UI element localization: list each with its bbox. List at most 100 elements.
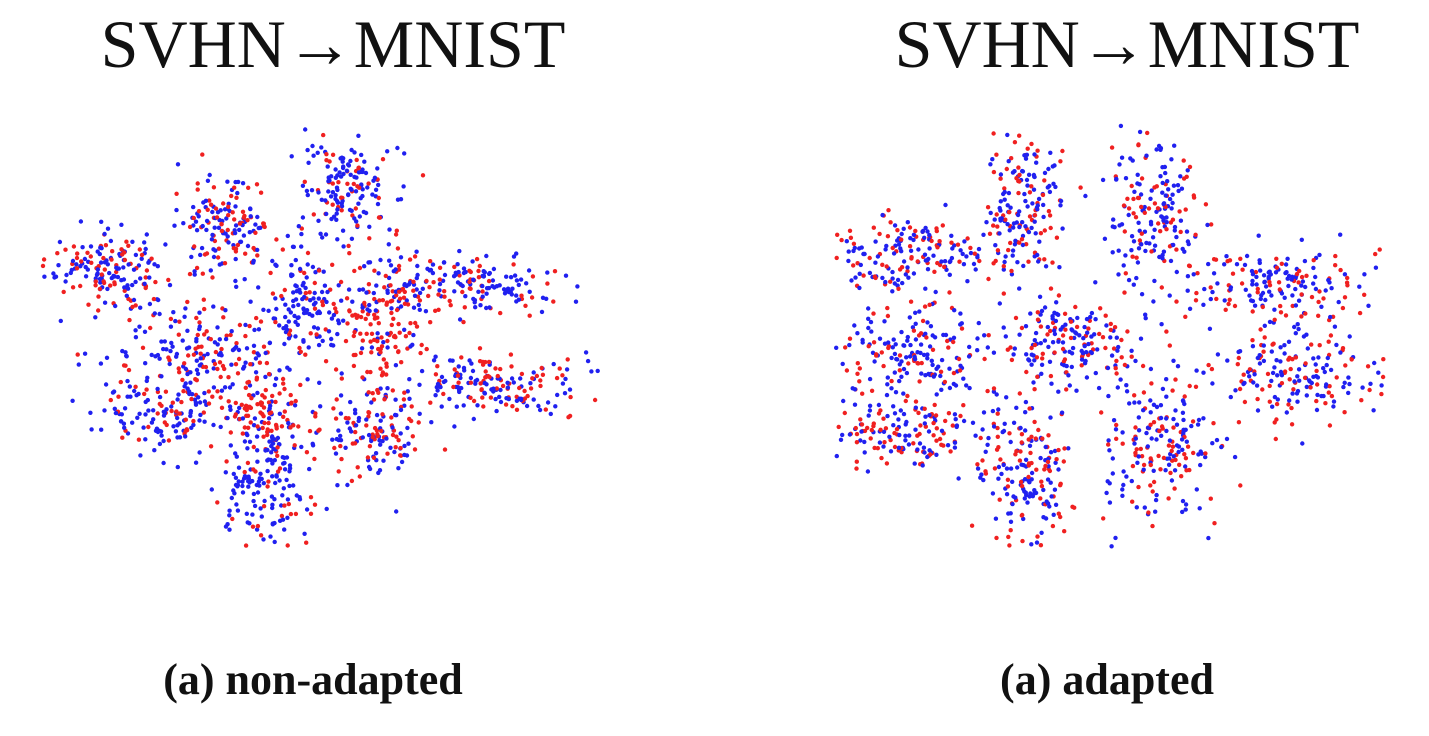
point-source [95,267,101,272]
point-source [142,281,147,286]
point-source [891,251,897,256]
point-target [1258,327,1263,332]
point-source [385,290,390,295]
point-source [393,267,398,272]
cluster-0 [834,202,1007,309]
point-target [844,368,850,373]
point-source [1309,380,1314,386]
point-target [1119,337,1124,343]
point-source [1286,339,1292,344]
point-source [1346,390,1351,396]
point-source [304,308,310,313]
point-target [991,386,997,391]
point-source [252,327,257,333]
point-target [379,344,385,349]
point-target [1001,264,1006,269]
point-source [1154,492,1159,498]
point-target [1121,203,1127,208]
point-source [173,318,178,324]
point-target [163,389,169,394]
point-source [1329,286,1334,291]
point-target [352,441,358,446]
point-target [1338,267,1343,273]
point-source [920,463,925,468]
point-source [1085,330,1090,335]
point-source [1075,315,1080,321]
point-target [126,367,132,373]
point-target [847,228,853,233]
point-source [1084,375,1090,380]
point-target [324,152,329,157]
point-source [161,346,166,352]
point-target [311,212,316,217]
point-target [1303,311,1308,316]
point-source [168,348,173,354]
point-target [369,331,375,336]
point-source [152,448,157,453]
point-source [299,444,304,450]
point-target [122,288,127,293]
point-source [401,184,406,189]
point-source [1029,362,1034,367]
point-target [917,431,922,437]
point-source [274,474,279,479]
point-source [913,405,918,410]
point-target [168,316,174,322]
point-target [288,392,293,398]
point-source [1096,385,1102,391]
point-source [1159,322,1164,327]
point-source [335,483,340,488]
point-target [273,319,278,325]
point-target [101,255,106,261]
point-source [157,394,163,400]
point-target [153,279,158,285]
point-target [879,350,884,355]
point-source [1324,362,1329,368]
point-source [911,232,917,237]
point-target [308,511,314,516]
point-source [852,245,857,251]
point-target [873,275,878,281]
point-target [222,366,227,372]
point-source [172,223,177,228]
point-source [398,304,404,309]
point-target [330,202,335,207]
point-target [1038,496,1043,501]
point-source [1105,479,1110,484]
point-source [905,334,910,340]
point-target [1232,303,1238,309]
point-source [1020,220,1025,225]
point-source [430,270,436,276]
point-source [338,393,344,398]
point-source [993,243,998,248]
point-source [270,521,275,526]
point-source [161,438,166,444]
point-source [981,410,987,415]
point-target [1149,381,1154,386]
point-source [1118,123,1124,129]
point-target [1132,393,1137,398]
point-source [1046,166,1051,172]
point-source [1121,482,1126,488]
point-target [1150,523,1155,529]
chart-panel-adapted: SVHN→MNIST (a) adapted [714,0,1428,736]
point-target [1365,364,1371,369]
point-source [373,451,379,456]
point-target [498,366,503,372]
point-source [876,402,882,408]
point-source [939,428,945,433]
point-target [428,259,433,264]
point-target [869,388,875,393]
point-source [548,411,553,417]
point-source [98,245,103,250]
point-target [922,406,927,411]
point-source [74,262,79,267]
point-target [1304,273,1309,278]
point-source [1206,535,1211,541]
point-source [949,233,954,238]
point-source [273,296,278,301]
point-target [384,372,389,377]
point-source [1172,224,1178,230]
point-source [193,219,199,224]
point-source [250,512,255,517]
